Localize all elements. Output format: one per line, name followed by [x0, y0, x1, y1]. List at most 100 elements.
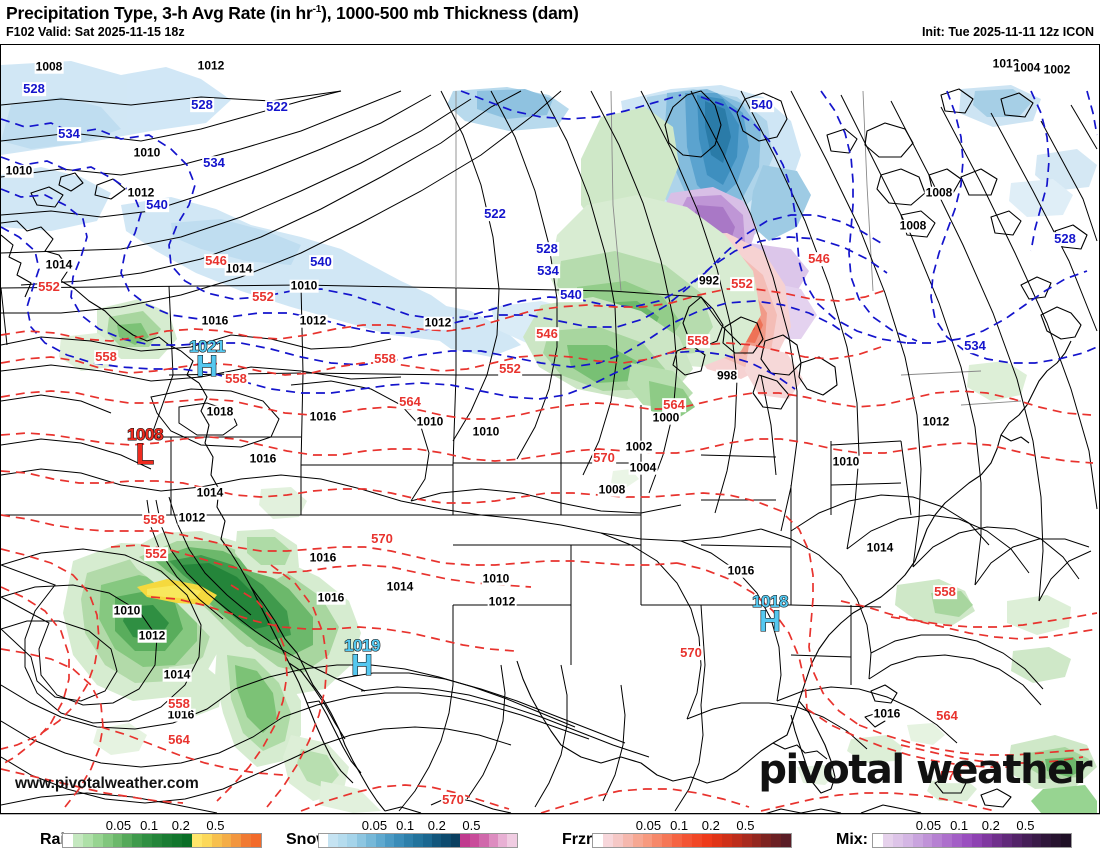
mslp-contour-label: 1012: [298, 313, 328, 328]
legend-tick-label: 0.05: [105, 818, 132, 833]
legend-tick-label: 0.2: [981, 818, 1000, 833]
pivotal-weather-logo: pivotal weather: [758, 747, 1092, 793]
legend-color-swatch: [593, 834, 603, 847]
mslp-contour-label: 1016: [316, 590, 346, 605]
legend-color-swatch: [347, 834, 357, 847]
legend-color-swatch: [72, 834, 83, 847]
legend-color-swatch: [221, 834, 232, 847]
legend-color-swatch: [63, 834, 73, 847]
legend-color-swatch: [1031, 834, 1042, 847]
legend-color-swatch: [142, 834, 153, 847]
thickness-label-warm: 546: [204, 253, 228, 269]
mslp-contour-label: 1016: [248, 451, 278, 466]
legend-divider: [0, 814, 1100, 815]
thickness-label-warm: 552: [730, 276, 754, 292]
thickness-label-warm: 558: [373, 351, 397, 367]
thickness-label-cold: 540: [309, 254, 333, 270]
legend-color-swatch: [632, 834, 643, 847]
legend-color-swatch: [912, 834, 923, 847]
legend-color-swatch: [981, 834, 992, 847]
legend-tick-label: 0.5: [736, 818, 755, 833]
legend-group-rain: Rain: 0.05 0.1 0.2 0.5: [40, 814, 262, 850]
mslp-contour-label: 1008: [34, 59, 64, 74]
legend-colorbar-mix[interactable]: [872, 833, 1072, 848]
legend-color-swatch: [942, 834, 953, 847]
legend-color-swatch: [761, 834, 772, 847]
map-canvas[interactable]: 1008 1012 1012 1010 1010 1012 1008 1008 1002 1004…: [0, 44, 1100, 814]
legend-color-swatch: [337, 834, 348, 847]
thickness-label-cold: 522: [265, 99, 289, 115]
thickness-label-warm: 558: [224, 371, 248, 387]
thickness-label-cold: 534: [536, 263, 560, 279]
thickness-label-warm: 570: [679, 645, 703, 661]
mslp-contour-label: 1010: [112, 603, 142, 618]
legend-tick-label: 0.2: [701, 818, 720, 833]
legend-color-swatch: [422, 834, 433, 847]
legend-color-swatch: [751, 834, 762, 847]
legend-ticks-rain: 0.05 0.1 0.2 0.5: [62, 818, 260, 834]
legend-group-mix: Mix: 0.05 0.1 0.2 0.5: [836, 814, 1072, 850]
legend-color-swatch: [952, 834, 963, 847]
thickness-label-warm: 552: [37, 279, 61, 295]
mslp-contour-label: 1010: [289, 278, 319, 293]
mslp-contour-label: 1010: [4, 163, 34, 178]
legend-tick-label: 0.2: [171, 818, 190, 833]
legend-color-swatch: [902, 834, 913, 847]
mslp-contour-label: 1002: [1042, 62, 1072, 77]
site-url-label: www.pivotalweather.com: [15, 775, 199, 792]
legend-color-swatch: [972, 834, 982, 847]
legend-color-swatch: [450, 834, 461, 847]
legend-color-swatch: [1051, 834, 1062, 847]
legend-color-swatch: [771, 834, 782, 847]
thickness-label-warm: 546: [535, 326, 559, 342]
mslp-contour-label: 1012: [126, 185, 156, 200]
legend-tick-label: 0.05: [361, 818, 388, 833]
legend-colorbar-frzr[interactable]: [592, 833, 792, 848]
thickness-label-cold: 534: [57, 126, 81, 142]
pressure-center-value: 1019: [344, 636, 381, 655]
thickness-label-cold: 528: [22, 81, 46, 97]
mslp-contour-label: 1004: [1012, 60, 1042, 75]
pressure-center-glyph: H: [351, 649, 374, 682]
legend-color-swatch: [711, 834, 722, 847]
legend-color-swatch: [602, 834, 613, 847]
thickness-label-cold: 540: [145, 197, 169, 213]
mslp-contour-label: 1014: [224, 261, 254, 276]
thickness-label-cold: 528: [190, 97, 214, 113]
legend-color-swatch: [191, 834, 202, 847]
legend-color-swatch: [152, 834, 163, 847]
precip-legend: Rain: 0.05 0.1 0.2 0.5 Snow: 0.05 0.1 0.2 0.5 Frzr…: [0, 814, 1100, 850]
legend-color-swatch: [962, 834, 973, 847]
legend-color-swatch: [211, 834, 222, 847]
mslp-contour-label: 1016: [726, 563, 756, 578]
legend-colorbar-snow[interactable]: [318, 833, 518, 848]
legend-color-swatch: [403, 834, 414, 847]
legend-color-swatch: [652, 834, 663, 847]
legend-color-swatch: [991, 834, 1002, 847]
legend-color-swatch: [873, 834, 883, 847]
valid-time-label: F102 Valid: Sat 2025-11-15 18z: [6, 25, 185, 39]
map-graphics-layer: [1, 61, 1098, 813]
legend-colorbar-rain[interactable]: [62, 833, 262, 848]
legend-color-swatch: [413, 834, 423, 847]
mslp-contour-label: 1012: [423, 315, 453, 330]
pressure-center-h-1019: 1019 H: [336, 636, 388, 682]
legend-color-swatch: [612, 834, 623, 847]
pressure-center-h-1021: 1021 H: [181, 337, 233, 381]
legend-color-swatch: [181, 834, 192, 847]
legend-color-swatch: [102, 834, 113, 847]
legend-color-swatch: [319, 834, 329, 847]
legend-color-swatch: [441, 834, 451, 847]
pressure-center-glyph: L: [135, 438, 155, 471]
thickness-contours-cold: [1, 90, 1098, 400]
mslp-contours: [1, 90, 1098, 813]
legend-color-swatch: [432, 834, 442, 847]
legend-tick-label: 0.1: [670, 818, 689, 833]
mslp-contour-label: 1012: [137, 628, 167, 643]
geography-coastlines: [1, 88, 1088, 813]
legend-color-swatch: [498, 834, 508, 847]
thickness-label-warm: 564: [398, 394, 422, 410]
map-header: Precipitation Type, 3-h Avg Rate (in hr-…: [0, 0, 1100, 44]
pressure-center-value: 1021: [189, 337, 226, 356]
